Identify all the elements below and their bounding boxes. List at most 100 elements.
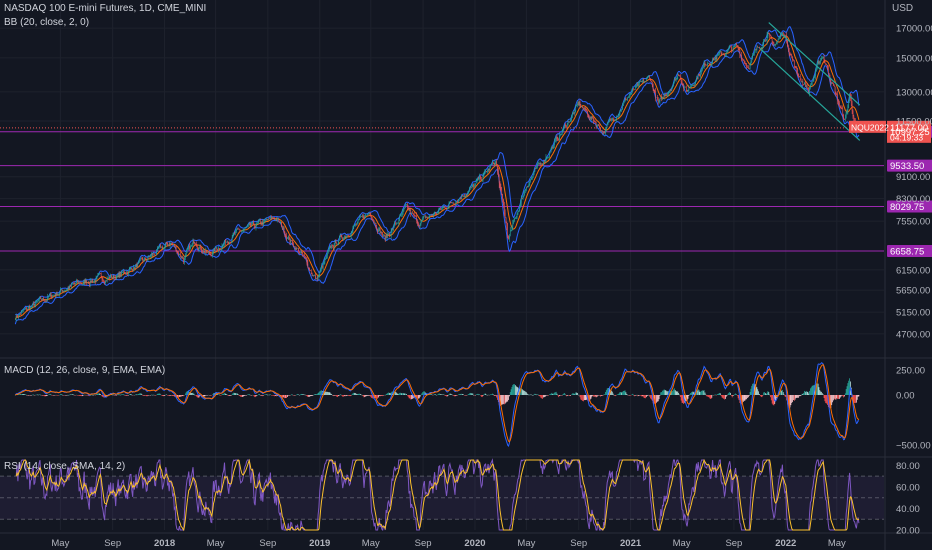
macd-histogram-bar: [179, 395, 180, 397]
macd-histogram-bar: [486, 394, 487, 396]
candle-body: [567, 121, 569, 125]
candle-body: [489, 167, 491, 170]
macd-histogram-bar: [832, 395, 833, 403]
macd-histogram-bar: [716, 394, 718, 396]
candle-body: [219, 248, 221, 250]
candle-body: [292, 240, 293, 244]
symbol-title[interactable]: NASDAQ 100 E-mini Futures, 1D, CME_MINI: [4, 3, 207, 14]
macd-histogram-bar: [95, 394, 97, 396]
macd-histogram-bar: [85, 394, 87, 396]
candle-body: [522, 196, 524, 199]
candle-body: [646, 79, 647, 82]
macd-histogram-bar: [566, 395, 568, 397]
macd-indicator-label[interactable]: MACD (12, 26, close, 9, EMA, EMA): [4, 365, 166, 376]
symbol-tag[interactable]: [849, 120, 886, 133]
macd-histogram-bar: [389, 392, 390, 395]
candle-body: [449, 202, 451, 204]
macd-histogram-bar: [382, 395, 384, 397]
candle-body: [88, 283, 90, 285]
candle-body: [657, 96, 658, 100]
candle-body: [444, 206, 446, 208]
level-price-tag[interactable]: [887, 245, 932, 258]
macd-histogram-bar: [807, 391, 809, 395]
candle-body: [465, 195, 467, 197]
last-price-tag[interactable]: [887, 120, 931, 143]
macd-histogram-bar: [319, 391, 321, 395]
macd-histogram-bar: [207, 394, 209, 396]
rsi-indicator-label[interactable]: RSI (14, close, SMA, 14, 2): [4, 461, 126, 472]
candle-body: [162, 248, 164, 249]
candle-body: [425, 217, 427, 218]
macd-histogram-bar: [338, 395, 340, 396]
macd-histogram-bar: [522, 390, 524, 395]
candle-body: [253, 224, 255, 227]
candle-body: [629, 94, 631, 96]
macd-histogram-bar: [780, 389, 782, 395]
macd-histogram-bar: [545, 395, 547, 396]
candle-body: [475, 183, 476, 186]
candle-body: [763, 40, 764, 44]
macd-histogram-bar: [736, 395, 738, 396]
level-price-tag[interactable]: [887, 159, 932, 172]
macd-histogram-bar: [707, 395, 709, 397]
macd-histogram-bar: [769, 394, 771, 396]
macd-histogram-bar: [534, 393, 536, 395]
level-price-tag[interactable]: [887, 200, 932, 213]
candle-body: [16, 315, 18, 317]
candle-body: [853, 116, 855, 120]
macd-histogram-bar: [761, 395, 763, 398]
candle-body: [717, 54, 719, 56]
macd-histogram-bar: [281, 395, 283, 398]
macd-histogram-bar: [377, 395, 378, 399]
macd-histogram-bar: [218, 394, 219, 395]
candle-body: [728, 48, 730, 50]
candle-body: [154, 253, 156, 255]
bb-indicator-label[interactable]: BB (20, close, 2, 0): [4, 17, 90, 28]
candle-body: [644, 81, 645, 82]
candle-body: [659, 98, 661, 102]
macd-histogram-bar: [639, 395, 640, 396]
macd-histogram-bar: [836, 395, 838, 399]
trend-lines[interactable]: [759, 22, 861, 141]
candle-body: [391, 228, 393, 232]
macd-histogram-bar: [429, 394, 431, 395]
candle-body: [700, 72, 702, 76]
trend-line-0[interactable]: [768, 22, 861, 106]
trend-line-1[interactable]: [759, 48, 861, 141]
macd-histogram-bar: [408, 395, 410, 399]
candle-body: [623, 103, 624, 106]
candle-body: [799, 76, 801, 80]
macd-histogram-bar: [238, 395, 240, 396]
candle-body: [722, 53, 724, 55]
candle-body: [155, 254, 156, 256]
horizontal-levels[interactable]: [0, 127, 884, 252]
price-axis[interactable]: [849, 120, 932, 258]
candle-body: [475, 180, 477, 184]
candle-body: [386, 235, 388, 237]
macd-histogram-bar: [433, 394, 435, 396]
macd-histogram-bar: [455, 395, 457, 396]
macd-histogram-bar: [309, 395, 311, 397]
candle-body: [89, 280, 91, 285]
candle-body: [418, 224, 420, 227]
macd-histogram-bar: [512, 384, 514, 395]
macd-histogram-bar: [426, 393, 428, 395]
macd-histogram-bar: [628, 395, 629, 396]
macd-histogram-bar: [46, 395, 48, 396]
macd-histogram-bar: [328, 392, 330, 395]
macd-histogram-bar: [338, 395, 339, 397]
macd-histogram-bar: [306, 395, 308, 397]
candle-body: [831, 82, 832, 84]
candle-body: [572, 114, 573, 117]
candle-body: [153, 253, 155, 255]
candle-body: [334, 240, 336, 244]
macd-histogram-bar: [680, 395, 682, 401]
macd-histogram-bar: [715, 395, 717, 396]
time-tick-label: Sep: [415, 538, 432, 549]
macd-histogram-bar: [411, 395, 412, 400]
macd-histogram-bar: [724, 395, 725, 400]
candle-body: [255, 224, 257, 228]
macd-histogram-bar: [186, 391, 188, 395]
candle-body: [455, 202, 457, 205]
